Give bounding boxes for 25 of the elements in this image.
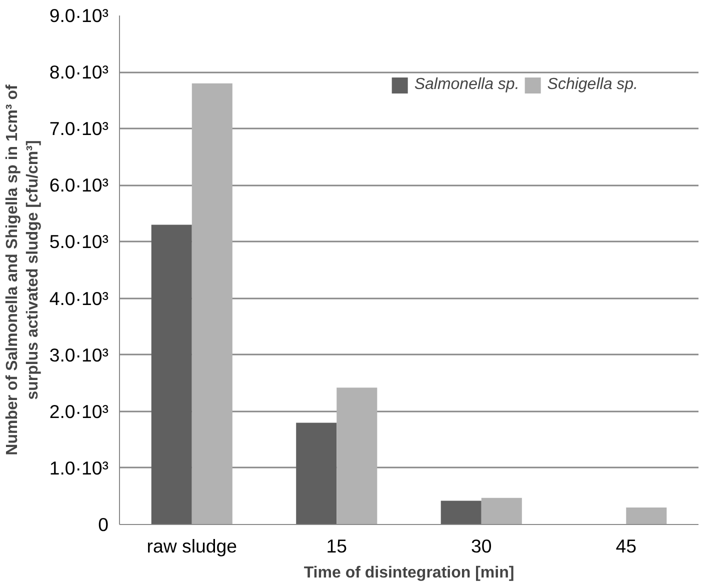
y-tick-label: 5.0·10³ <box>49 231 109 252</box>
x-tick-label: raw sludge <box>146 536 237 556</box>
y-tick-label: 0 <box>98 514 109 535</box>
y-tick-label: 9.0·10³ <box>49 5 109 26</box>
bar <box>440 500 482 524</box>
bar <box>192 83 232 524</box>
y-tick-label: 6.0·10³ <box>49 174 109 196</box>
y-tick-label: 3.0·10³ <box>49 344 109 366</box>
x-axis-title: Time of disintegration [min] <box>304 564 514 582</box>
bar <box>626 508 667 524</box>
y-tick-label: 2.0·10³ <box>49 400 109 422</box>
x-tick-label: 45 <box>616 536 637 556</box>
legend-label: Schigella sp. <box>547 76 638 94</box>
y-axis-title: Number of Salmonella and Shigella sp in 1cm³ of surplus activated sludge [cfu/cm³] <box>4 84 42 456</box>
y-tick-label: 8.0·10³ <box>49 62 109 83</box>
bar <box>151 224 192 524</box>
legend-label: Salmonella sp. <box>414 76 520 94</box>
bar <box>481 498 522 524</box>
bar <box>296 422 337 524</box>
y-tick-label: 7.0·10³ <box>49 118 109 140</box>
bar <box>336 388 378 524</box>
y-tick-label: 4.0·10³ <box>49 288 109 309</box>
y-tick-label: 1.0·10³ <box>49 457 109 478</box>
x-tick-label: 30 <box>471 536 492 556</box>
x-tick-label: 15 <box>326 536 348 556</box>
